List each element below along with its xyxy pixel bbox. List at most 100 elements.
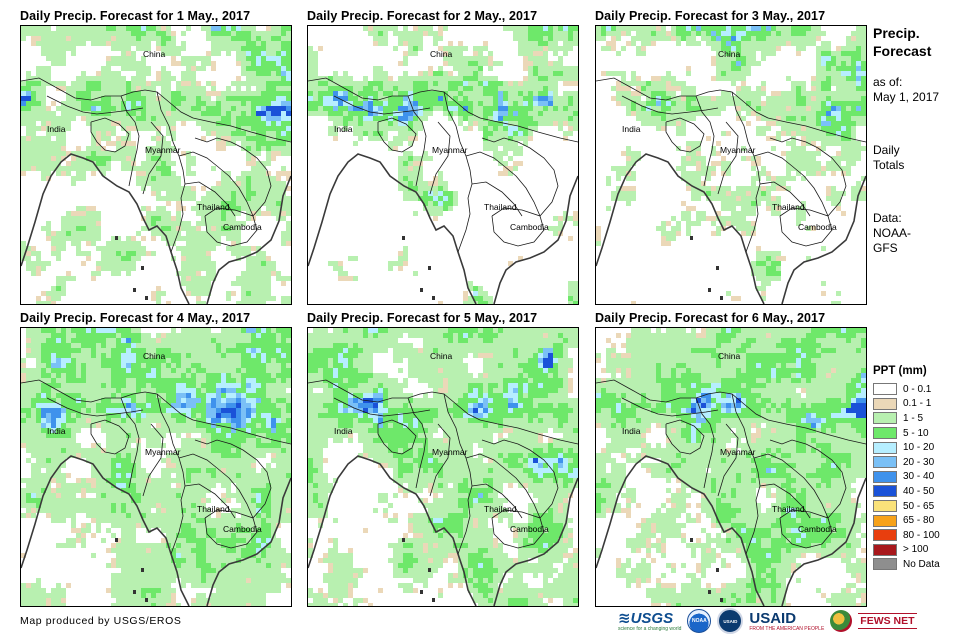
legend-item: 1 - 5 [873, 411, 940, 426]
legend-label: 80 - 100 [903, 530, 940, 541]
map-label-china: China [718, 351, 740, 361]
precip-map-4: China India Myanmar Thailand Cambodia [20, 327, 292, 607]
ppt-legend: PPT (mm) 0 - 0.1 0.1 - 1 1 - 55 - 10 10 - 2… [873, 365, 940, 572]
precip-grid [308, 328, 578, 606]
side-title-line1: Precip. [873, 24, 939, 42]
panel-title: Daily Precip. Forecast for 6 May., 2017 [595, 309, 867, 327]
legend-item: 5 - 10 [873, 426, 940, 441]
map-label-cambodia: Cambodia [510, 222, 549, 232]
island [145, 598, 148, 602]
island [720, 296, 723, 300]
legend-swatch [873, 412, 897, 424]
legend-swatch [873, 529, 897, 541]
precip-map-2: China India Myanmar Thailand Cambodia [307, 25, 579, 305]
legend-swatch [873, 515, 897, 527]
legend-item: 20 - 30 [873, 455, 940, 470]
island [133, 288, 136, 292]
map-label-china: China [718, 49, 740, 59]
legend-item: 30 - 40 [873, 470, 940, 485]
fews-globe-icon [830, 610, 852, 632]
map-canvas: China India Myanmar Thailand Cambodia [596, 328, 866, 606]
map-label-thailand: Thailand [197, 202, 230, 212]
map-label-cambodia: Cambodia [798, 524, 837, 534]
map-canvas: China India Myanmar Thailand Cambodia [21, 328, 291, 606]
precip-map-3: China India Myanmar Thailand Cambodia [595, 25, 867, 305]
noaa-text: NOAA [692, 618, 707, 624]
legend-swatch [873, 485, 897, 497]
coastline [308, 154, 476, 304]
map-canvas: China India Myanmar Thailand Cambodia [308, 328, 578, 606]
legend-swatch [873, 456, 897, 468]
map-canvas: China India Myanmar Thailand Cambodia [308, 26, 578, 304]
legend-item: 10 - 20 [873, 440, 940, 455]
island [115, 236, 118, 240]
totals-line1: Daily [873, 143, 939, 158]
island [402, 538, 405, 542]
map-label-cambodia: Cambodia [798, 222, 837, 232]
legend-label: 65 - 80 [903, 515, 934, 526]
legend-swatch [873, 500, 897, 512]
island [133, 590, 136, 594]
legend-item: 0.1 - 1 [873, 397, 940, 412]
island [716, 266, 719, 270]
usaid-tagline: FROM THE AMERICAN PEOPLE [749, 626, 824, 632]
legend-rows: 0 - 0.1 0.1 - 1 1 - 55 - 10 10 - 20 20 - 30 3… [873, 382, 940, 572]
data-line3: GFS [873, 241, 939, 256]
map-canvas: China India Myanmar Thailand Cambodia [596, 26, 866, 304]
legend-label: 0.1 - 1 [903, 398, 931, 409]
legend-title: PPT (mm) [873, 365, 940, 377]
legend-item: No Data [873, 557, 940, 572]
legend-swatch [873, 398, 897, 410]
legend-swatch [873, 427, 897, 439]
map-label-cambodia: Cambodia [223, 524, 262, 534]
legend-label: 10 - 20 [903, 442, 934, 453]
forecast-panel-4: Daily Precip. Forecast for 4 May., 2017 … [20, 309, 292, 607]
map-label-thailand: Thailand [484, 504, 517, 514]
legend-label: 30 - 40 [903, 471, 934, 482]
map-label-china: China [430, 351, 452, 361]
legend-item: 40 - 50 [873, 484, 940, 499]
legend-item: 50 - 65 [873, 499, 940, 514]
logo-strip: ≋USGS science for a changing world NOAA … [618, 608, 917, 634]
map-label-thailand: Thailand [197, 504, 230, 514]
map-label-cambodia: Cambodia [223, 222, 262, 232]
fews-net-logo: FEWS NET [858, 613, 916, 629]
island [402, 236, 405, 240]
usaid-seal-text: USAID [723, 619, 737, 624]
legend-label: 0 - 0.1 [903, 384, 931, 395]
island [716, 568, 719, 572]
panel-title: Daily Precip. Forecast for 4 May., 2017 [20, 309, 292, 327]
forecast-panel-3: Daily Precip. Forecast for 3 May., 2017 … [595, 7, 867, 305]
legend-label: 50 - 65 [903, 501, 934, 512]
panel-title: Daily Precip. Forecast for 3 May., 2017 [595, 7, 867, 25]
usaid-wordmark: USAID [749, 611, 824, 626]
precip-grid [21, 328, 291, 606]
map-label-cambodia: Cambodia [510, 524, 549, 534]
map-label-india: India [334, 124, 353, 134]
island [432, 296, 435, 300]
data-line2: NOAA- [873, 226, 939, 241]
map-label-india: India [622, 426, 641, 436]
precip-grid [21, 26, 291, 304]
island [420, 590, 423, 594]
forecast-panel-5: Daily Precip. Forecast for 5 May., 2017 … [307, 309, 579, 607]
legend-label: 40 - 50 [903, 486, 934, 497]
asof-label: as of: [873, 75, 939, 90]
usgs-tagline: science for a changing world [618, 626, 681, 632]
legend-swatch [873, 471, 897, 483]
panel-title: Daily Precip. Forecast for 5 May., 2017 [307, 309, 579, 327]
island [141, 568, 144, 572]
island [420, 288, 423, 292]
island [708, 590, 711, 594]
asof-date: May 1, 2017 [873, 90, 939, 105]
map-label-thailand: Thailand [484, 202, 517, 212]
side-title-line2: Forecast [873, 42, 939, 60]
usaid-seal-icon: USAID [717, 608, 743, 634]
precip-grid [308, 26, 578, 304]
map-label-india: India [622, 124, 641, 134]
map-label-myanmar: Myanmar [145, 447, 181, 457]
map-label-myanmar: Myanmar [720, 145, 756, 155]
usgs-logo: ≋USGS science for a changing world [618, 611, 681, 632]
legend-item: > 100 [873, 543, 940, 558]
data-line1: Data: [873, 211, 939, 226]
